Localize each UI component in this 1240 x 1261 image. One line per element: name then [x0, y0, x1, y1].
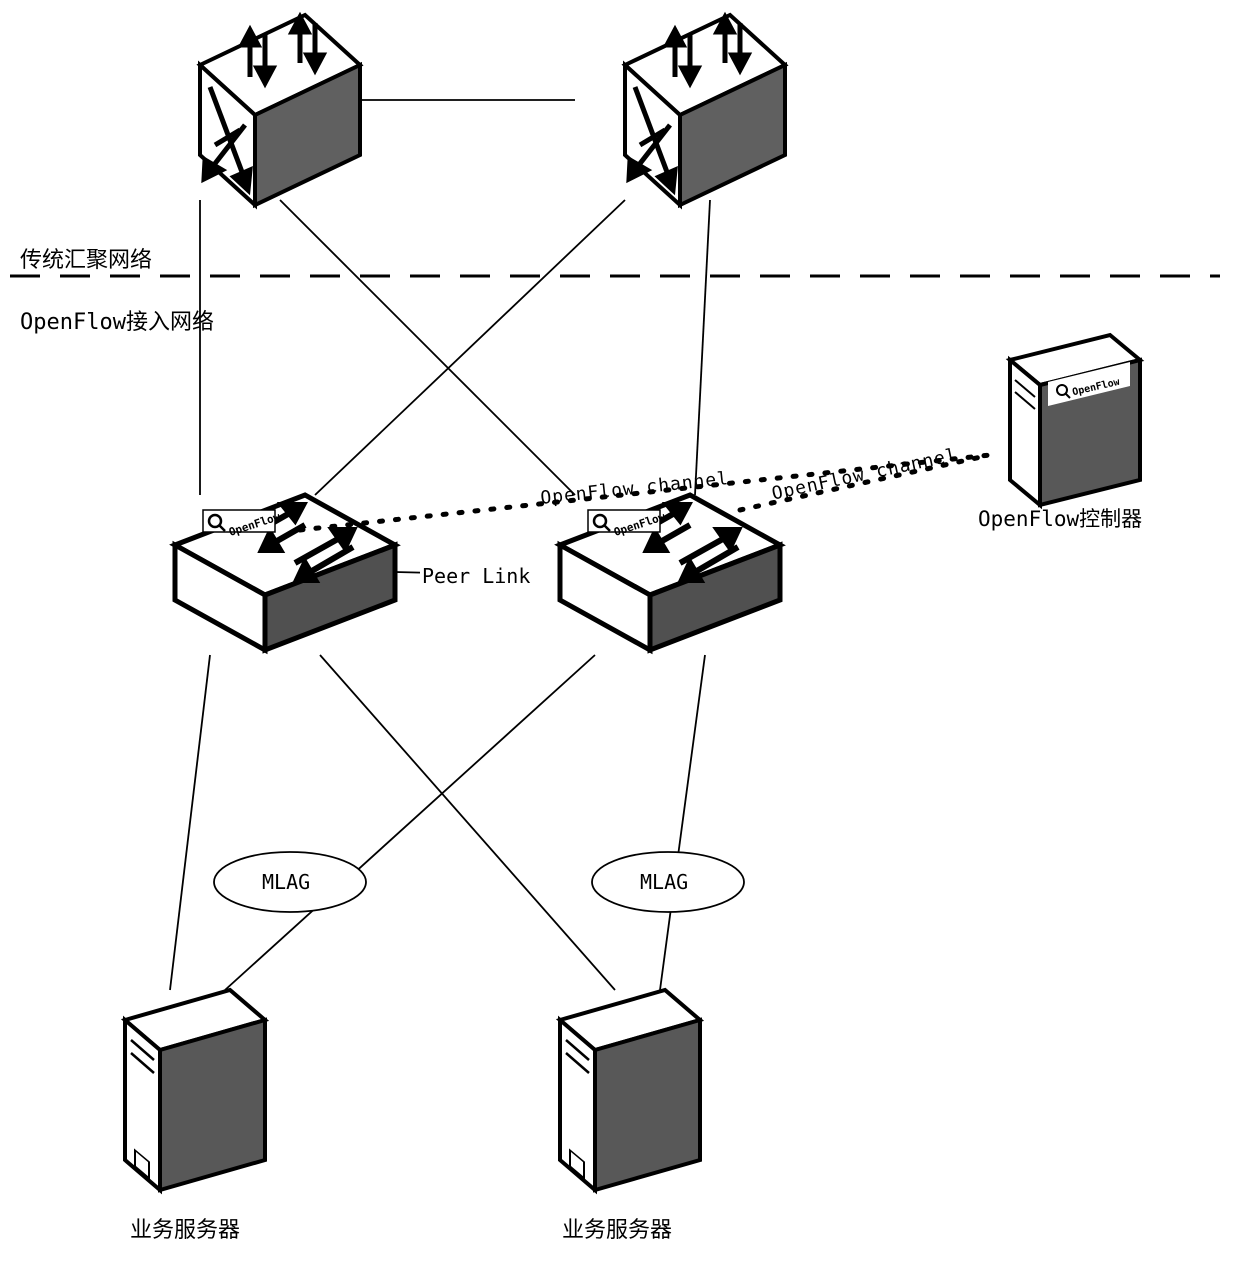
label-mlag-1: MLAG [262, 870, 310, 894]
label-mlag-2: MLAG [640, 870, 688, 894]
label-lower-region: OpenFlow接入网络 [20, 304, 214, 336]
dotted-edges-layer [0, 0, 1240, 1261]
label-controller: OpenFlow控制器 [978, 503, 1142, 533]
label-server-2: 业务服务器 [562, 1212, 672, 1244]
label-upper-region: 传统汇聚网络 [20, 242, 152, 274]
diagram-canvas: 传统汇聚网络 OpenFlow接入网络 Peer Link OpenFlow c… [0, 0, 1240, 1261]
label-peer-link: Peer Link [420, 564, 532, 588]
label-server-1: 业务服务器 [130, 1212, 240, 1244]
